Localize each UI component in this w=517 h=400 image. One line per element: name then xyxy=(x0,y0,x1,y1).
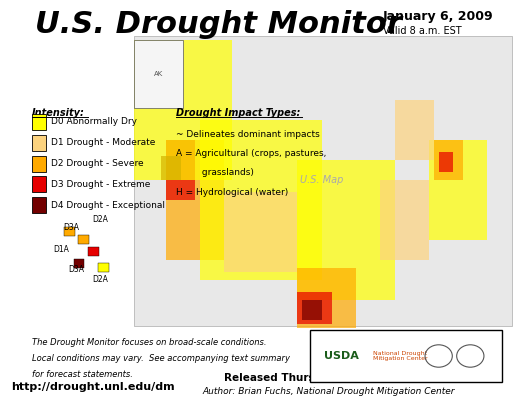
Text: D3A: D3A xyxy=(63,224,79,232)
Text: Valid 8 a.m. EST: Valid 8 a.m. EST xyxy=(383,26,461,36)
Bar xyxy=(200,120,322,280)
Text: D1 Drought - Moderate: D1 Drought - Moderate xyxy=(51,138,155,147)
Text: H = Hydrological (water): H = Hydrological (water) xyxy=(176,188,288,197)
Bar xyxy=(297,160,395,300)
Text: National Drought
Mitigation Center: National Drought Mitigation Center xyxy=(373,350,428,362)
Text: D1A: D1A xyxy=(53,246,69,254)
Text: AK: AK xyxy=(154,71,163,77)
Bar xyxy=(166,140,195,200)
Bar xyxy=(161,156,180,180)
Text: ~ Delineates dominant impacts: ~ Delineates dominant impacts xyxy=(176,130,320,139)
Bar xyxy=(73,259,84,268)
Bar xyxy=(434,140,463,180)
Text: Intensity:: Intensity: xyxy=(32,108,85,118)
Text: Local conditions may vary.  See accompanying text summary: Local conditions may vary. See accompany… xyxy=(32,354,290,363)
Text: USDA: USDA xyxy=(324,351,359,361)
Bar xyxy=(79,235,89,244)
Text: Released Thursday, January 8, 2009: Released Thursday, January 8, 2009 xyxy=(224,373,434,383)
Text: D4 Drought - Exceptional: D4 Drought - Exceptional xyxy=(51,201,164,210)
Text: D2A: D2A xyxy=(93,276,108,284)
Text: D3A: D3A xyxy=(68,266,84,274)
Bar xyxy=(32,156,46,172)
Bar xyxy=(297,292,331,324)
Bar xyxy=(32,176,46,192)
Bar xyxy=(88,247,99,256)
Text: U.S. Drought Monitor: U.S. Drought Monitor xyxy=(35,10,402,39)
Text: grasslands): grasslands) xyxy=(176,168,254,178)
Bar xyxy=(297,268,356,328)
Bar xyxy=(134,40,183,108)
Bar xyxy=(64,227,74,236)
Bar xyxy=(380,180,429,260)
Text: http://drought.unl.edu/dm: http://drought.unl.edu/dm xyxy=(11,382,175,392)
Text: U.S. Map: U.S. Map xyxy=(300,175,343,185)
Text: D2 Drought - Severe: D2 Drought - Severe xyxy=(51,159,143,168)
Bar xyxy=(224,192,297,272)
Text: for forecast statements.: for forecast statements. xyxy=(32,370,133,379)
Bar xyxy=(302,300,322,320)
Bar xyxy=(134,36,512,326)
Text: D3 Drought - Extreme: D3 Drought - Extreme xyxy=(51,180,150,189)
Text: January 6, 2009: January 6, 2009 xyxy=(383,10,493,23)
Bar xyxy=(98,263,109,272)
Bar xyxy=(32,114,46,130)
Bar xyxy=(32,197,46,213)
Text: D2A: D2A xyxy=(93,216,108,224)
Text: Author: Brian Fuchs, National Drought Mitigation Center: Author: Brian Fuchs, National Drought Mi… xyxy=(203,387,455,396)
Bar xyxy=(438,152,453,172)
Text: Drought Impact Types:: Drought Impact Types: xyxy=(176,108,300,118)
Bar xyxy=(134,40,232,180)
Bar xyxy=(32,135,46,151)
Bar xyxy=(166,140,224,260)
Text: A = Agricultural (crops, pastures,: A = Agricultural (crops, pastures, xyxy=(176,149,326,158)
Bar xyxy=(310,330,502,382)
Bar xyxy=(429,140,488,240)
Text: The Drought Monitor focuses on broad-scale conditions.: The Drought Monitor focuses on broad-sca… xyxy=(32,338,267,347)
Bar xyxy=(395,100,434,160)
Text: D0 Abnormally Dry: D0 Abnormally Dry xyxy=(51,118,136,126)
